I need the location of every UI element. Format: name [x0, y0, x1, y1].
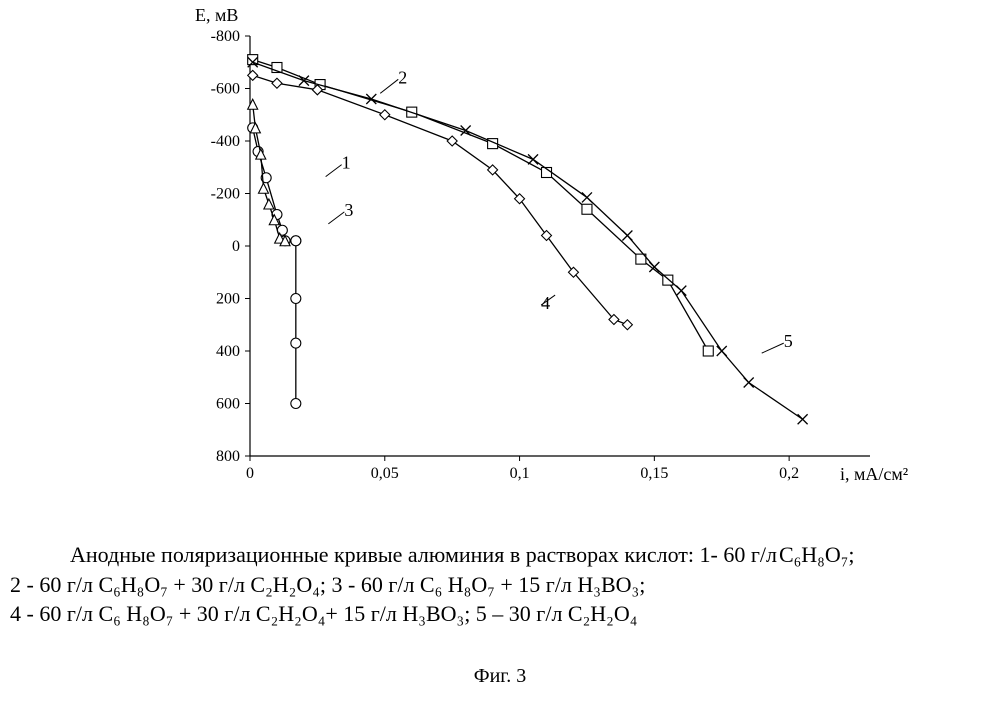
svg-text:200: 200: [216, 291, 240, 308]
chart-caption: Анодные поляризационные кривые алюминия …: [0, 540, 1000, 629]
svg-text:0,05: 0,05: [371, 465, 399, 482]
x-axis-title: i, мА/см²: [840, 464, 908, 485]
svg-text:4: 4: [541, 293, 550, 313]
caption-line3: 4 - 60 г/л C₆ H₈O₇ + 30 г/л C₂H₂O₄+ 15 г…: [10, 601, 637, 626]
svg-text:800: 800: [216, 448, 240, 465]
svg-text:-200: -200: [211, 186, 240, 203]
svg-text:0,1: 0,1: [510, 465, 530, 482]
svg-text:3: 3: [344, 200, 353, 220]
page: E, мВ -800-600-400-200020040060080000,05…: [0, 0, 1000, 706]
svg-text:-600: -600: [211, 81, 240, 98]
caption-line2: 2 - 60 г/л C₆H₈O₇ + 30 г/л C₂H₂O₄; 3 - 6…: [10, 572, 645, 597]
caption-line1a: Анодные поляризационные кривые алюминия …: [70, 542, 777, 567]
polarization-chart: -800 -600 -400 -200 0 200 400 600 800 0 0,05 0,1 0,1…: [190, 10, 960, 506]
caption-sep-1: ;: [848, 542, 854, 567]
svg-text:0,2: 0,2: [779, 465, 799, 482]
svg-text:2: 2: [398, 67, 407, 87]
caption-formula-1: C₆H₈O₇: [777, 542, 848, 567]
svg-text:0: 0: [246, 465, 254, 482]
svg-text:-800: -800: [211, 28, 240, 45]
figure-label: Фиг. 3: [0, 665, 1000, 688]
svg-text:-400: -400: [211, 133, 240, 150]
svg-text:600: 600: [216, 396, 240, 413]
svg-text:1: 1: [342, 153, 351, 173]
svg-text:5: 5: [784, 331, 793, 351]
svg-text:400: 400: [216, 343, 240, 360]
chart-container: -800 -600 -400 -200 0 200 400 600 800 0 0,05 0,1 0,1…: [190, 10, 960, 511]
svg-text:0: 0: [232, 238, 240, 255]
svg-text:0,15: 0,15: [640, 465, 668, 482]
